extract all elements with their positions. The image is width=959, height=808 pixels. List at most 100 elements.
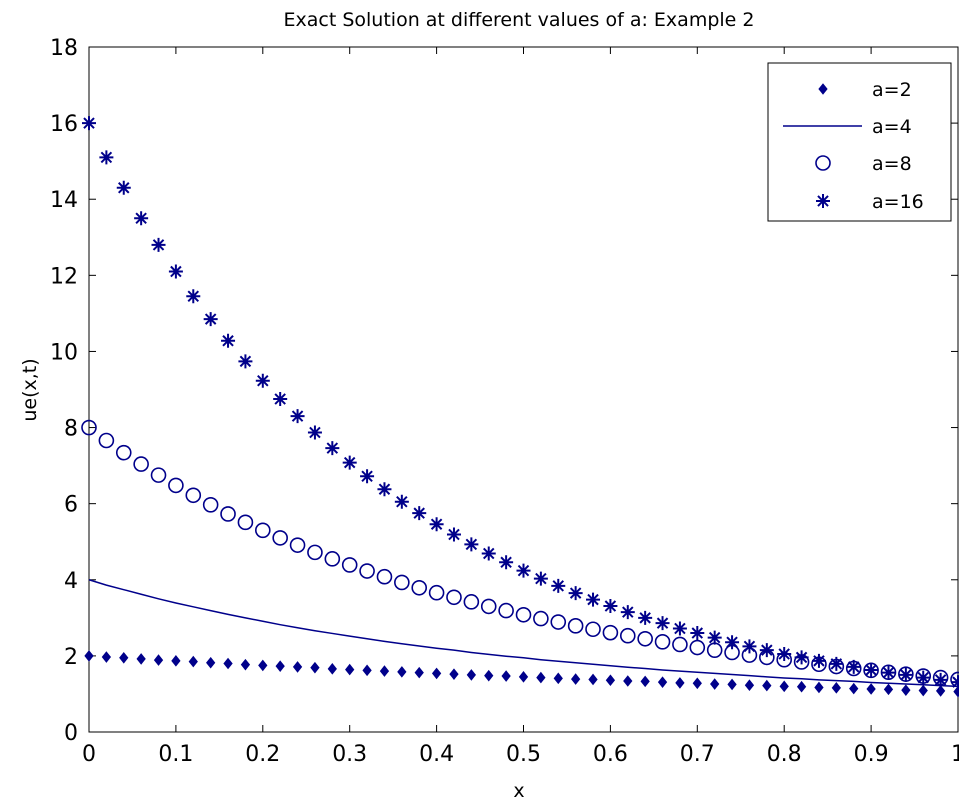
data-point [655,616,670,631]
data-point [394,494,409,509]
data-point [689,639,706,656]
data-point [883,683,894,696]
data-point [480,598,497,615]
data-point [866,683,876,695]
data-point [829,656,844,671]
data-point [707,630,722,645]
data-point [935,685,946,697]
legend-label-a16: a=16 [872,191,924,213]
data-point [692,677,702,690]
data-point [428,584,445,601]
data-point [136,653,146,665]
data-point [171,655,181,667]
data-point [759,643,774,658]
legend-star-marker [816,194,830,208]
data-point [221,333,236,348]
series-a4 [88,579,959,688]
data-point [98,432,115,449]
data-point [290,409,305,424]
data-point [657,676,668,688]
legend-dot-marker [818,83,828,95]
data-point [536,671,546,684]
x-tick-label: 0.6 [593,742,628,767]
x-tick-label: 0.9 [854,742,889,767]
x-tick-label: 0 [82,742,96,767]
data-point [727,678,737,691]
y-tick-label: 18 [50,36,78,61]
x-tick-label: 0.2 [245,742,280,767]
data-point [345,663,355,676]
data-point [275,660,285,672]
data-point [327,663,337,675]
data-point [289,537,306,553]
data-point [82,116,96,131]
data-point [640,675,650,688]
y-tick-label: 12 [50,264,78,289]
data-point [153,654,164,666]
data-point [586,592,601,607]
data-point [446,589,462,606]
data-point [342,455,357,470]
data-point [918,684,928,697]
data-point [672,621,687,636]
data-point [762,679,772,692]
data-point [202,497,219,513]
data-point [654,634,671,650]
legend-circle-marker [815,155,831,171]
data-point [324,551,341,567]
data-point [449,668,459,680]
data-point [725,635,740,650]
data-point [690,626,705,641]
y-tick-label: 16 [50,112,78,137]
data-point [638,610,653,625]
data-point [951,675,959,690]
data-point [101,651,112,663]
data-point [481,546,496,561]
data-point [362,664,372,677]
series-a2 [84,650,959,698]
x-axis-label: x [513,780,524,802]
data-point [623,675,633,687]
data-point [377,482,392,497]
data-point [412,506,427,521]
data-point [84,650,94,662]
data-point [619,627,636,644]
data-point [238,354,253,369]
data-point [898,667,913,682]
data-point [379,665,390,677]
data-point [115,444,132,461]
chart-title: Exact Solution at different values of a:… [284,9,755,31]
data-point [864,662,879,677]
series-layer [81,116,959,698]
data-point [188,655,198,668]
x-tick-label: 0.5 [506,742,541,767]
data-point [254,522,271,539]
data-point [151,237,166,252]
data-point [464,537,479,552]
legend: a=2 a=4 a=8 a=16 [767,62,952,222]
data-point [901,684,911,696]
data-point [567,618,584,634]
data-point [206,656,216,669]
data-point [414,666,424,679]
data-point [814,681,824,694]
data-point [846,659,861,674]
data-point [81,419,97,436]
data-point [397,666,407,678]
data-point [881,665,896,680]
data-point [463,594,480,610]
data-point [446,527,461,542]
data-point [325,441,340,456]
data-point [533,571,548,586]
data-point [119,651,129,664]
legend-markers [783,83,862,208]
data-point [744,679,755,691]
data-point [533,610,549,627]
data-point [602,624,619,641]
x-tick-label: 0.4 [419,742,454,767]
x-tick-label: 0.8 [767,742,802,767]
data-point [223,657,233,670]
data-point [710,678,720,690]
data-point [134,211,149,226]
